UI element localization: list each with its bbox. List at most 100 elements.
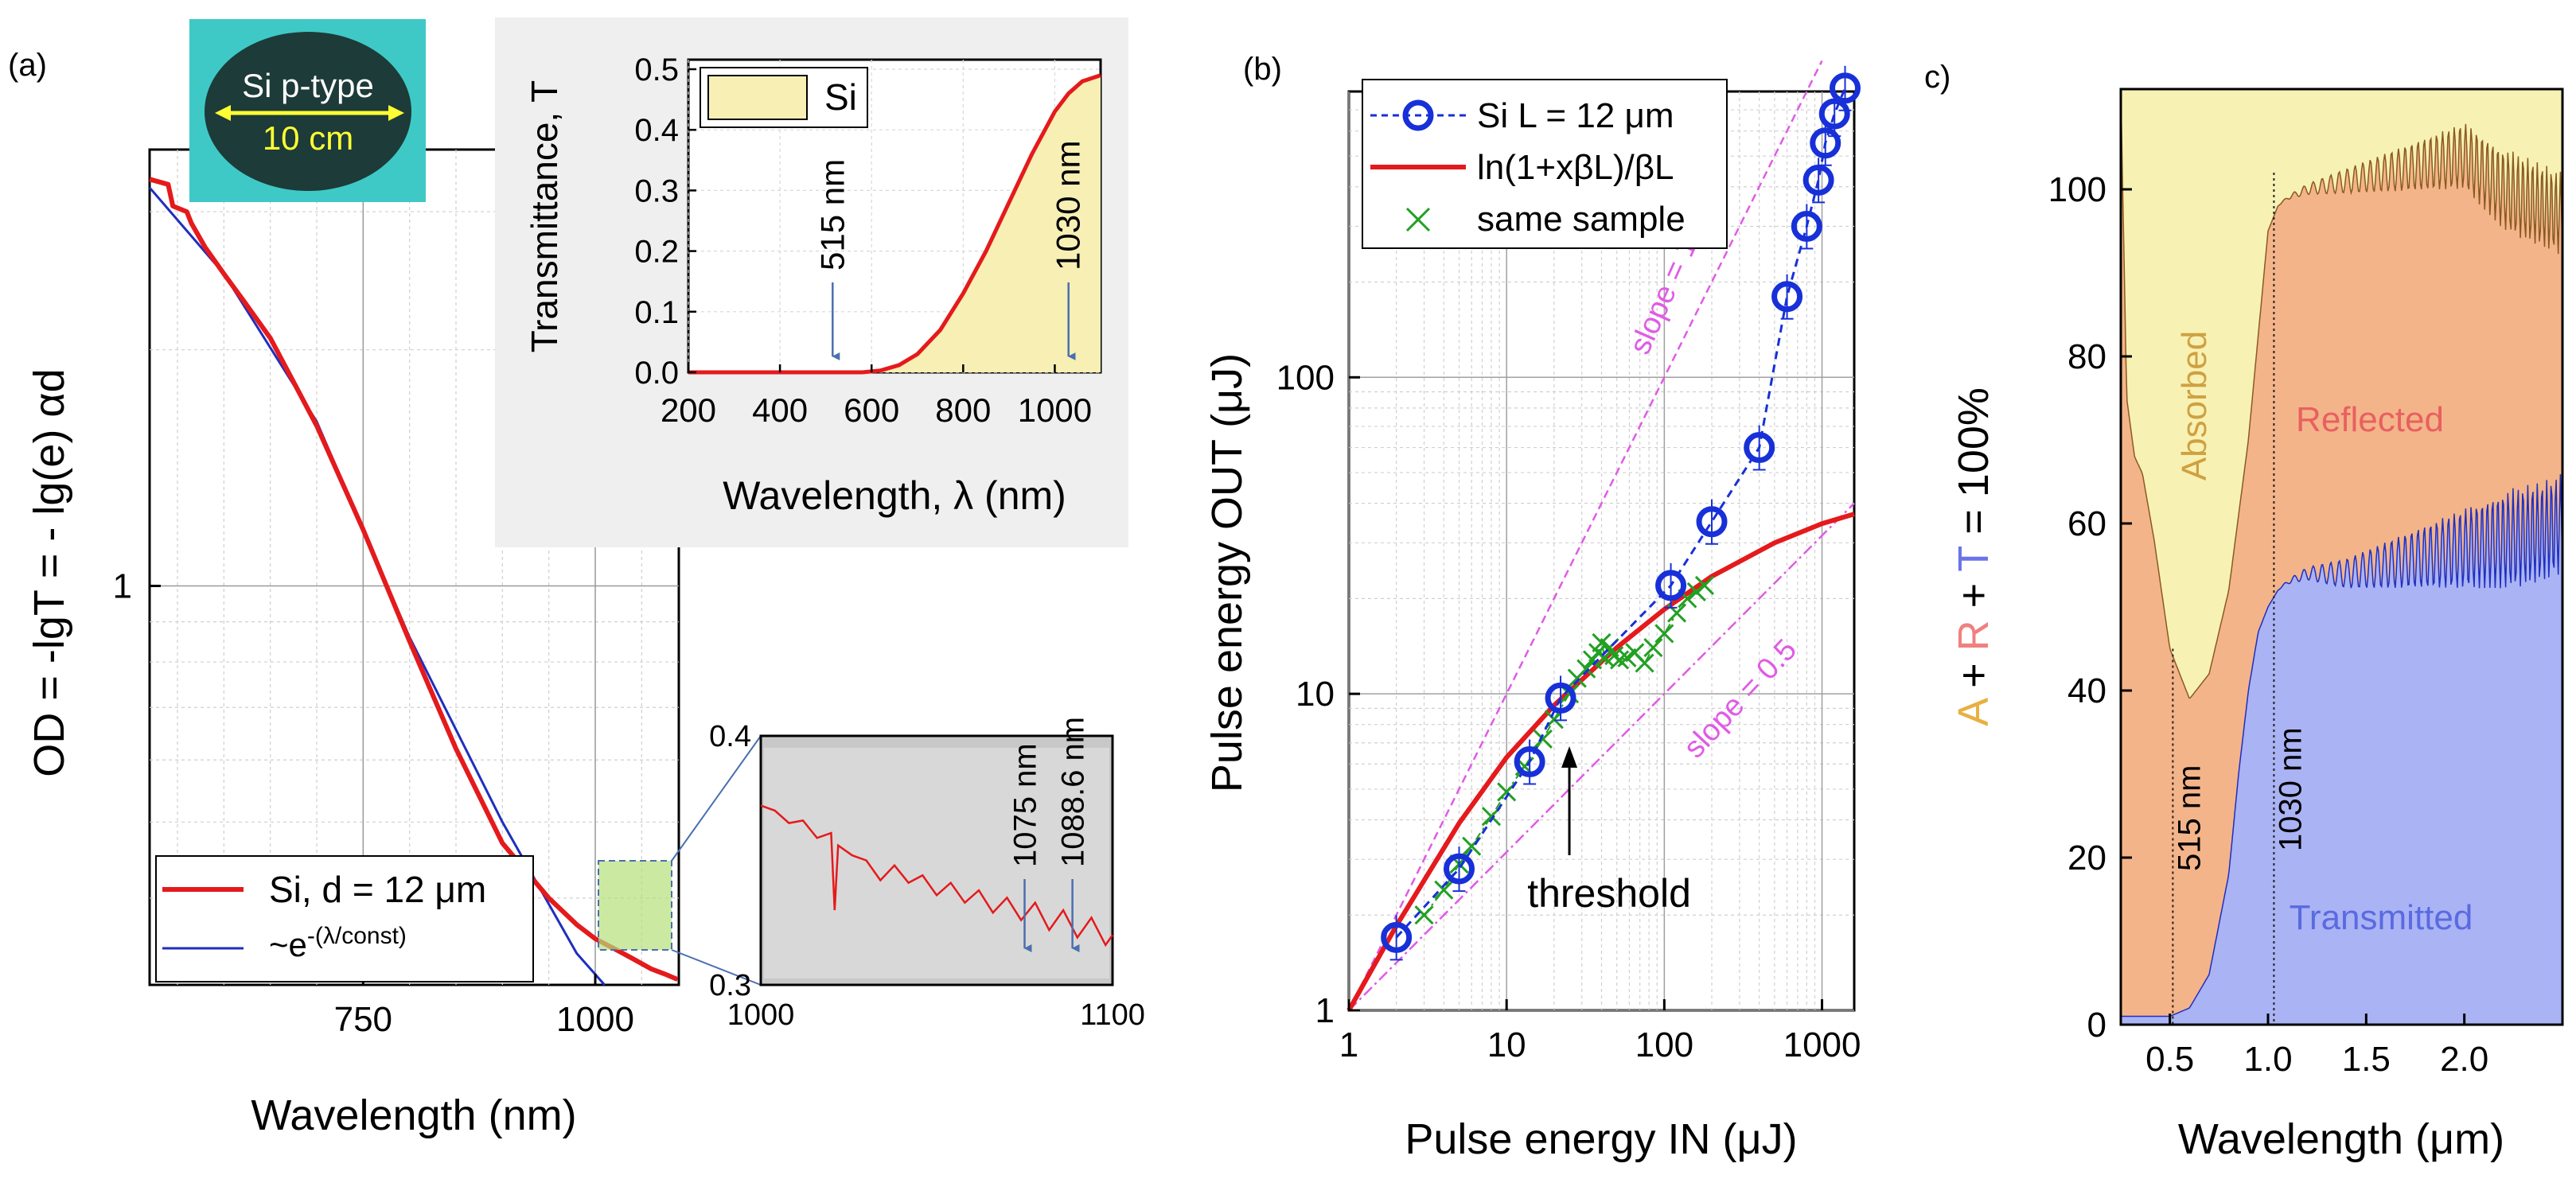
panel-b-si-l-point: [1545, 682, 1576, 714]
zoom-region-highlight: [598, 860, 672, 951]
panel-b-xtick-label: 100: [1635, 1025, 1693, 1064]
wafer-photo-type: Si p-type: [242, 67, 374, 104]
transmittance-xtick-label: 1000: [1018, 391, 1092, 429]
panel-c-annotation-label: 515 nm: [2172, 765, 2207, 871]
legend-label-model: ln(1+xβL)/βL: [1477, 148, 1674, 187]
panel-a-legend: Si, d = 12 μm ~e-(λ/const): [155, 855, 534, 982]
transmittance-xtick-label: 800: [935, 391, 991, 429]
panel-b-si-l-point: [1444, 853, 1475, 885]
zoom-connector-top: [671, 735, 762, 862]
panel-c-xtick-label: 1.5: [2342, 1040, 2391, 1079]
region-label-reflected: Reflected: [2296, 400, 2444, 439]
zoom-connector-bottom: [671, 949, 762, 986]
transmittance-inset: 515 nm 1030 nm 200 400 600 800 1000 0.0 0.1 0.2 0…: [495, 18, 1128, 547]
panel-c: c) 515 nm 1030 nm 0.5 1.0 1.5 2.0 0 20 40 60 80 10…: [1924, 60, 2564, 1163]
zoom-line: [760, 804, 1114, 947]
panel-b-same-sample-point-stroke: [1434, 880, 1454, 900]
panel-b-same-sample-point-stroke: [1666, 603, 1687, 623]
zoom-annotation-label: 1075 nm: [1008, 743, 1043, 867]
panel-b-ytick-label: 10: [1296, 675, 1335, 714]
panel-b-same-sample-point-stroke: [1414, 905, 1434, 925]
panel-b-xtick-label: 1: [1339, 1025, 1358, 1064]
panel-b-si-l-point: [1818, 98, 1850, 130]
zoom-xtick-label: 1000: [727, 998, 795, 1032]
panel-b-same-sample-point: [1414, 905, 1434, 925]
panel-b-same-sample-point-stroke: [1654, 624, 1674, 644]
legend-label-si: Si, d = 12 μm: [269, 869, 486, 910]
panel-b-model-curve: [1346, 512, 1855, 1012]
panel-a-ylabel: OD = -lgT = - lg(e) αd: [25, 368, 73, 776]
panel-b-same-sample-point: [1434, 880, 1454, 900]
panel-b-same-sample-point-stroke: [1635, 653, 1654, 673]
panel-c-transmitted-area: [2121, 474, 2562, 1025]
panel-b-ytick-label: 100: [1276, 358, 1335, 397]
panel-b-same-sample-point-stroke: [1610, 650, 1630, 670]
panel-b-same-sample-point: [1643, 637, 1663, 658]
panel-b-same-sample-point: [1694, 575, 1715, 595]
panel-a-ticks: 750 1000 1: [113, 566, 634, 1039]
panel-a-ytick-label: 1: [113, 566, 132, 605]
zoom-ytick-label: 0.4: [709, 720, 751, 753]
panel-a: (a) 750 1000 1 Wavelength (nm) OD = -lgT =…: [8, 18, 1145, 1139]
transmittance-xtick-label: 200: [661, 391, 716, 429]
legend-marker-same: [1405, 207, 1431, 232]
panel-b-legend-box: [1362, 79, 1728, 249]
panel-b-same-sample-point: [1576, 659, 1596, 679]
panel-c-label: c): [1924, 60, 1951, 95]
wafer-scale-arrow-right: [388, 105, 404, 121]
panel-c-xlabel: Wavelength (μm): [2178, 1115, 2504, 1163]
panel-b-same-sample-point-stroke: [1625, 643, 1645, 663]
zoom-annotation-label: 1088.6 nm: [1056, 717, 1091, 867]
threshold-label: threshold: [1527, 871, 1691, 916]
panel-c-ytick-label: 20: [2067, 839, 2106, 877]
panel-b-same-sample-point: [1654, 624, 1674, 644]
panel-b-same-sample-point-stroke: [1694, 575, 1715, 595]
region-label-transmitted: Transmitted: [2290, 898, 2473, 937]
panel-b-slope-05-line: [1348, 502, 1855, 1011]
panel-a-xtick-label: 750: [334, 1000, 392, 1039]
panel-b-legend: Si L = 12 μm ln(1+xβL)/βL same sample: [1362, 79, 1728, 249]
transmittance-marks: 515 nm 1030 nm: [688, 73, 1101, 375]
panel-b-same-sample-point: [1610, 650, 1630, 670]
transmittance-ylabel: Transmittance, T: [524, 80, 565, 353]
panel-b-same-sample-point-stroke: [1592, 632, 1611, 653]
transmittance-ytick-label: 0.1: [634, 295, 679, 330]
region-label-absorbed: Absorbed: [2175, 331, 2214, 481]
panel-b-same-sample-point-stroke: [1678, 589, 1697, 609]
panel-b-si-l-point: [1802, 164, 1834, 196]
panel-b-si-l-point: [1810, 127, 1841, 159]
wafer-photo-inset: Si p-type 10 cm: [189, 19, 426, 202]
panel-c-marks: 515 nm 1030 nm: [2120, 88, 2563, 1025]
panel-c-xtick-label: 2.0: [2440, 1040, 2488, 1079]
transmittance-ytick-label: 0.2: [634, 235, 679, 270]
transmittance-xtick-label: 600: [844, 391, 899, 429]
panel-b-label: (b): [1243, 52, 1282, 87]
zoom-xtick-label: 1100: [1080, 998, 1145, 1032]
panel-c-rt-curve: [2120, 88, 2563, 699]
panel-b-same-sample-point-stroke: [1559, 684, 1580, 704]
transmittance-ytick-label: 0.5: [634, 53, 679, 88]
panel-b-si-l-point: [1514, 746, 1545, 778]
panel-b-same-sample-point-stroke: [1643, 637, 1663, 658]
transmittance-line: [688, 73, 1101, 375]
panel-a-series-si-line: [149, 177, 679, 982]
panel-c-plot-frame: [2119, 88, 2564, 1026]
panel-a-label: (a): [8, 48, 47, 83]
panel-b-same-sample-point-stroke: [1533, 729, 1553, 749]
legend-marker-si-l: [1402, 99, 1434, 131]
panel-b-xlabel: Pulse energy IN (μJ): [1405, 1115, 1797, 1163]
legend-label-same: same sample: [1477, 200, 1686, 239]
zoom-inset: 1075 nm 1088.6 nm 1000 1100 0.4 0.3: [671, 717, 1145, 1032]
panel-c-xtick-label: 1.0: [2243, 1040, 2292, 1079]
transmittance-ticks: 200 400 600 800 1000 0.0 0.1 0.2 0.3 0.4 0.5: [634, 53, 1092, 429]
transmittance-ytick-label: 0.0: [634, 356, 679, 391]
panel-b-xtick-label: 10: [1487, 1025, 1526, 1064]
transmittance-legend-swatch: [707, 75, 808, 120]
zoom-inset-shade: [764, 748, 1109, 979]
panel-b-slope-1-line: [1347, 60, 1823, 1011]
panel-b-xtick-label: 1000: [1783, 1025, 1861, 1064]
transmittance-annotation-label: 515 nm: [813, 159, 851, 270]
panel-b-ticks: 1 10 100 1000 1 10 100: [1276, 358, 1861, 1064]
panel-a-xlabel: Wavelength (nm): [251, 1091, 576, 1139]
